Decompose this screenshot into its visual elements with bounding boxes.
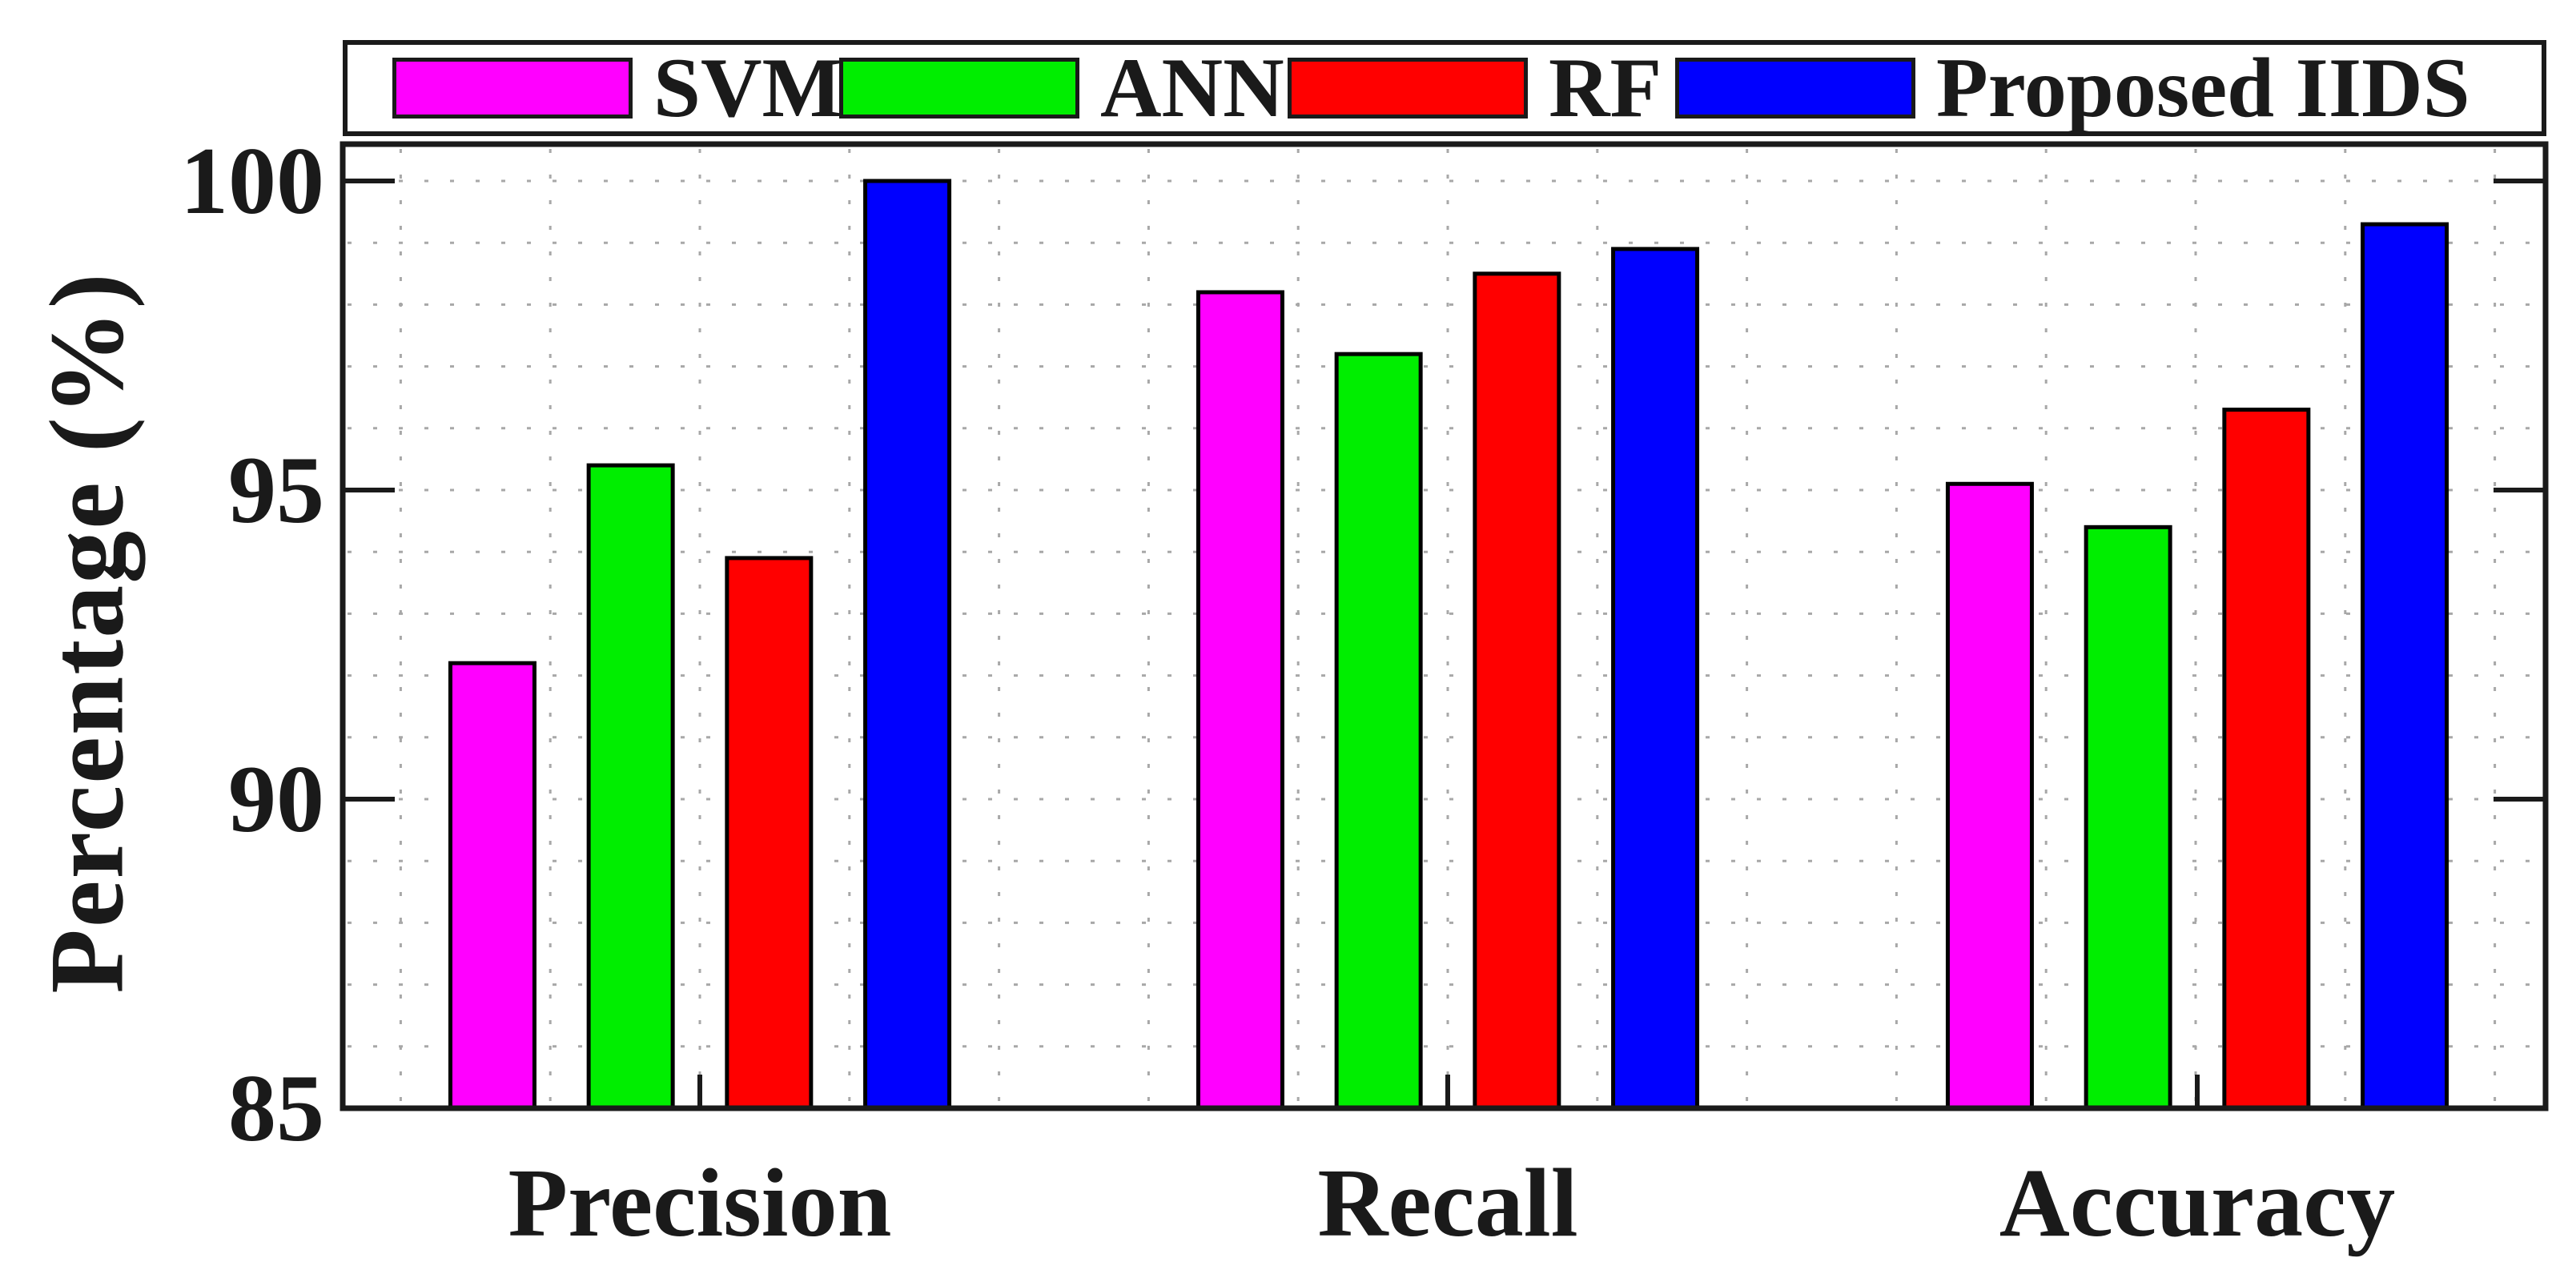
legend-label-ann: ANN	[1100, 41, 1284, 135]
legend-swatch-rf	[1288, 58, 1528, 119]
legend-label-rf: RF	[1549, 41, 1662, 135]
legend-label-proposed-iids: Proposed IIDS	[1936, 41, 2470, 135]
bar-precision-rf	[725, 556, 814, 1111]
bar-precision-ann	[586, 463, 675, 1111]
x-category-label-accuracy: Accuracy	[1999, 1149, 2396, 1257]
bar-accuracy-svm	[1945, 481, 2034, 1111]
bar-precision-proposed-iids	[863, 179, 952, 1111]
y-tick-label-100: 100	[180, 127, 324, 234]
bar-recall-ann	[1334, 352, 1423, 1111]
bar-accuracy-proposed-iids	[2361, 222, 2449, 1111]
legend-item-rf: RF	[1288, 45, 1662, 131]
legend: SVM ANN RF Proposed IIDS	[343, 40, 2546, 136]
legend-swatch-svm	[392, 58, 633, 119]
legend-item-svm: SVM	[392, 45, 842, 131]
bar-recall-proposed-iids	[1611, 247, 1700, 1111]
axes-border	[340, 141, 2549, 1111]
bar-recall-svm	[1196, 290, 1284, 1111]
bar-accuracy-rf	[2222, 408, 2311, 1111]
y-tick-label-85: 85	[228, 1055, 324, 1161]
x-category-label-recall: Recall	[1317, 1149, 1578, 1257]
legend-label-svm: SVM	[653, 41, 842, 135]
legend-swatch-ann	[839, 58, 1079, 119]
y-axis-title: Percentage (%)	[27, 271, 146, 994]
bar-recall-rf	[1473, 271, 1561, 1111]
legend-item-ann: ANN	[839, 45, 1284, 131]
legend-item-proposed-iids: Proposed IIDS	[1675, 45, 2470, 131]
x-category-label-precision: Precision	[508, 1149, 892, 1257]
y-tick-label-95: 95	[228, 436, 324, 543]
y-tick-label-90: 90	[228, 745, 324, 852]
legend-swatch-proposed-iids	[1675, 58, 1915, 119]
bar-precision-svm	[448, 661, 536, 1111]
bar-accuracy-ann	[2084, 524, 2172, 1111]
